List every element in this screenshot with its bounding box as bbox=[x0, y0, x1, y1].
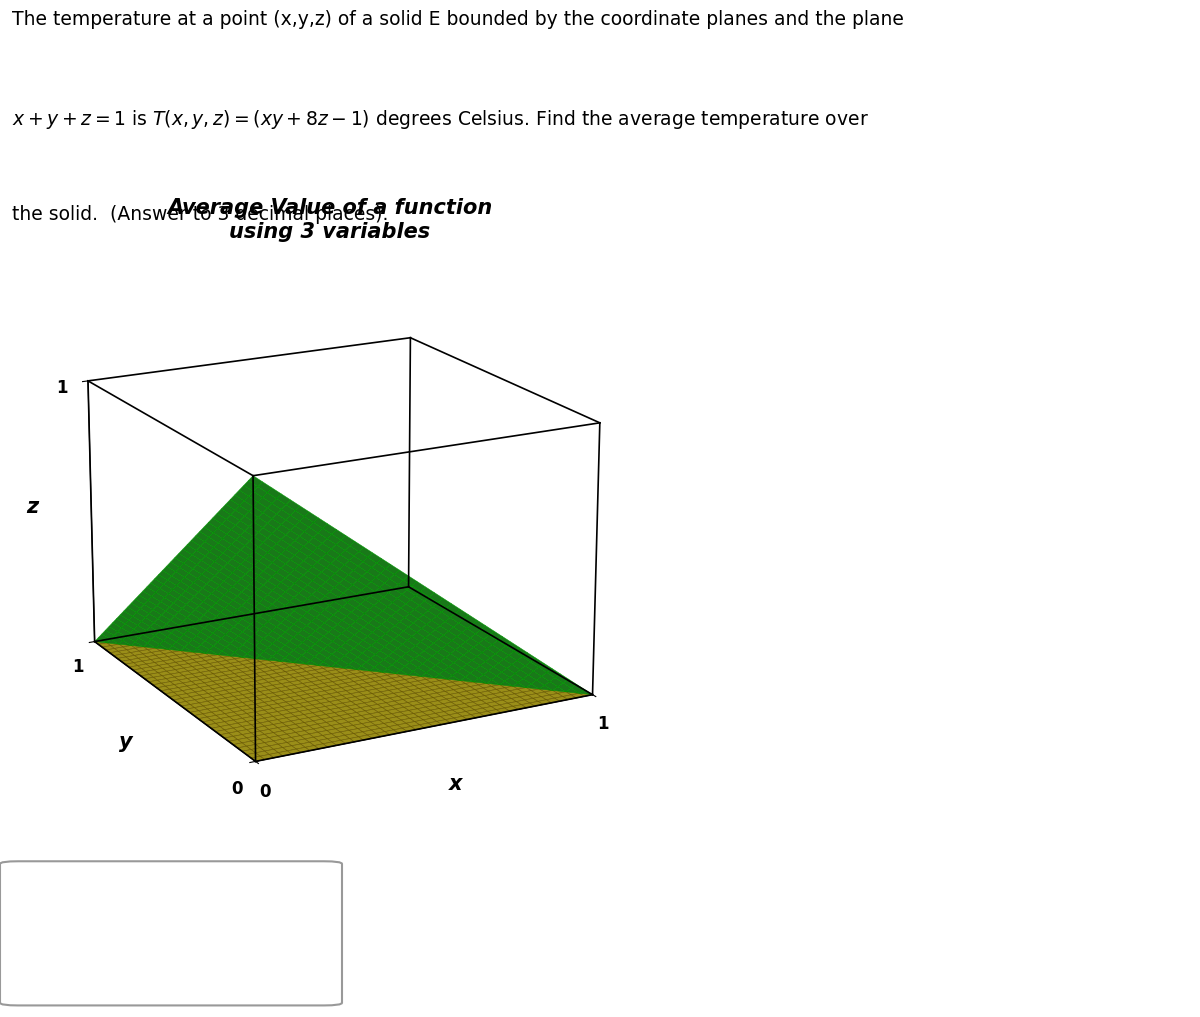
FancyBboxPatch shape bbox=[0, 861, 342, 1006]
Text: the solid.  (Answer to 3 decimal places).: the solid. (Answer to 3 decimal places). bbox=[12, 205, 389, 225]
Y-axis label: y: y bbox=[119, 732, 132, 753]
Text: $x + y + z = 1$ is $T(x, y, z) = (xy + 8z - 1)$ degrees Celsius. Find the averag: $x + y + z = 1$ is $T(x, y, z) = (xy + 8… bbox=[12, 108, 869, 131]
Title: Average Value of a function
using 3 variables: Average Value of a function using 3 vari… bbox=[167, 198, 493, 242]
X-axis label: x: x bbox=[449, 774, 463, 794]
Text: The temperature at a point (x,y,z) of a solid E bounded by the coordinate planes: The temperature at a point (x,y,z) of a … bbox=[12, 10, 904, 29]
